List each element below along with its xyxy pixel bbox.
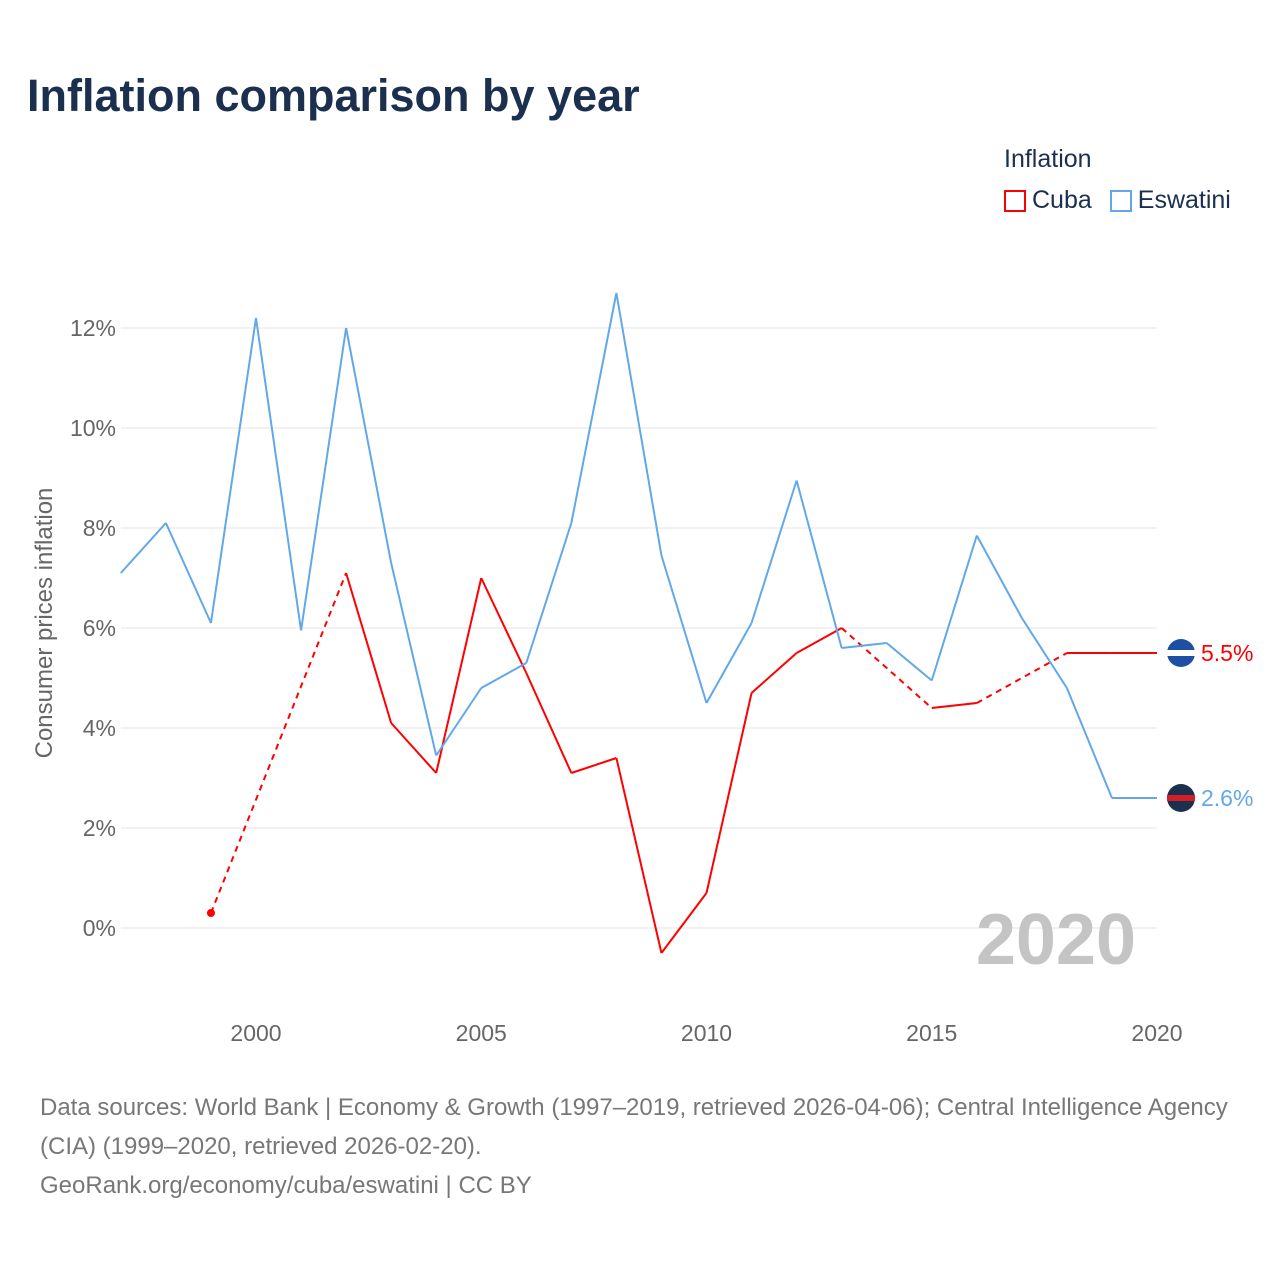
series-line-eswatini [570, 292, 618, 524]
x-tick-label: 2020 [1131, 1020, 1182, 1046]
legend-item-cuba[interactable]: Cuba [1004, 186, 1092, 215]
end-label-eswatini: 2.6% [1201, 785, 1253, 811]
series-line-eswatini [750, 480, 798, 624]
series-line-eswatini [1021, 617, 1068, 689]
series-line-eswatini [164, 522, 212, 624]
series-line-cuba [705, 692, 753, 894]
series-line-eswatini [841, 642, 887, 649]
sources-text: Data sources: World Bank | Economy & Gro… [40, 1094, 1228, 1160]
series-line-cuba [345, 572, 393, 724]
series-line-eswatini [255, 317, 303, 631]
y-axis-label: Consumer prices inflation [31, 488, 58, 759]
series-line-cuba [615, 757, 663, 954]
series-line-eswatini [660, 555, 708, 704]
flag-stripe [1167, 795, 1195, 801]
plot-area: 0% 2% 4% 6% 8% 10% 12% 2000 2005 2010 2015 2020 Cons… [31, 292, 1253, 1046]
y-tick-label: 6% [83, 615, 116, 641]
legend-label: Eswatini [1137, 186, 1231, 214]
legend-item-eswatini[interactable]: Eswatini [1109, 186, 1231, 215]
series-line-eswatini [525, 522, 573, 664]
y-tick-label: 10% [70, 415, 116, 441]
x-tick-label: 2005 [456, 1020, 507, 1046]
series-line-eswatini [345, 327, 393, 564]
series-line-eswatini [435, 687, 483, 757]
series-line-cuba [571, 757, 617, 774]
series-line-cuba [390, 722, 437, 774]
legend-label: Cuba [1032, 186, 1092, 214]
legend-swatch [1109, 189, 1132, 212]
y-tick-label: 2% [83, 815, 116, 841]
y-tick-label: 8% [83, 515, 116, 541]
sources: Data sources: World Bank | Economy & Gro… [40, 1088, 1250, 1205]
series-line-eswatini [120, 522, 167, 574]
series-line-cuba [435, 577, 483, 774]
series-line-eswatini [975, 535, 1023, 619]
data-point [206, 909, 215, 917]
chart-title: Inflation comparison by year [27, 70, 640, 121]
x-tick-label: 2010 [681, 1020, 732, 1046]
series-line-cuba [525, 672, 573, 774]
source-link[interactable]: GeoRank.org/economy/cuba/eswatini | CC B… [40, 1172, 532, 1199]
series-line-eswatini [930, 535, 978, 681]
y-tick-label: 4% [83, 715, 116, 741]
series-line-cuba [796, 627, 843, 654]
series-line-eswatini [795, 480, 843, 649]
x-tick-label: 2000 [230, 1020, 281, 1046]
series-line-cuba [750, 652, 798, 694]
series-line-eswatini [300, 327, 348, 631]
series-line-cuba [840, 627, 933, 709]
series-line-cuba [660, 892, 708, 954]
series-line-eswatini [480, 662, 527, 689]
y-tick-label: 12% [70, 315, 116, 341]
series-line-eswatini [390, 562, 438, 756]
legend: Cuba Eswatini [1004, 186, 1231, 215]
x-tick-label: 2015 [906, 1020, 957, 1046]
year-watermark: 2020 [976, 900, 1136, 980]
legend-swatch [1004, 189, 1026, 212]
end-label-cuba: 5.5% [1201, 640, 1253, 666]
flag-stripe [1167, 650, 1195, 656]
series-line-cuba [976, 652, 1068, 704]
series-line-cuba [931, 702, 977, 709]
series-line-eswatini [209, 317, 257, 624]
series-line-eswatini [1065, 687, 1113, 799]
series-line-eswatini [615, 292, 663, 556]
series-line-eswatini [886, 642, 933, 682]
legend-title: Inflation [1004, 145, 1092, 173]
series-line-eswatini [705, 622, 753, 704]
y-tick-label: 0% [83, 915, 116, 941]
series-line-cuba [480, 577, 528, 674]
series-line-cuba [210, 572, 348, 914]
